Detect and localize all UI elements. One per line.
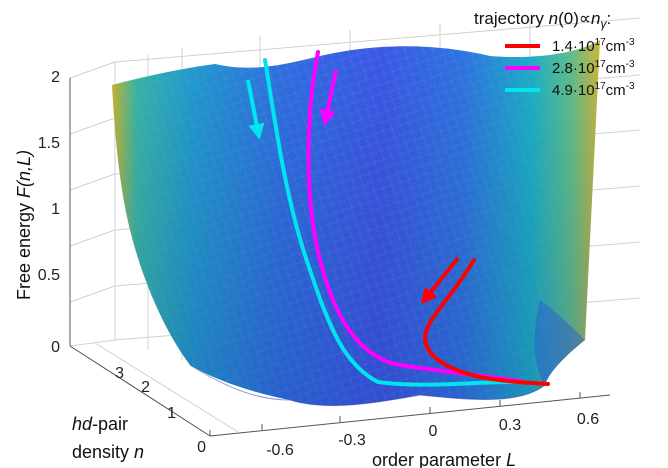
trajectory-cyan: [263, 58, 517, 387]
y-ticks: 0 1 2 3: [115, 365, 206, 456]
energy-surface: [112, 40, 600, 407]
legend-item-cyan: 4.9·1017cm-3: [505, 81, 635, 99]
y-tick-label: 0: [197, 439, 206, 456]
z-axis-label: Free energy F(n,L): [14, 150, 34, 300]
z-tick-label: 0: [51, 339, 60, 356]
y-tick-label: 3: [115, 365, 124, 382]
legend-title: trajectory n(0)∝nγ:: [474, 9, 611, 31]
y-tick-label: 2: [141, 379, 150, 396]
arrow-magenta: [319, 69, 338, 126]
z-tick-label: 1.5: [38, 135, 60, 152]
x-tick-label: -0.3: [338, 432, 366, 449]
y-axis-label: hd-pair: [72, 414, 128, 434]
x-axis-label: order parameter L: [372, 450, 516, 468]
z-tick-label: 2: [51, 69, 60, 86]
legend-label-red: 1.4·1017cm-3: [552, 37, 635, 55]
x-tick-label: 0.6: [577, 411, 599, 428]
legend: trajectory n(0)∝nγ: 1.4·1017cm-3 2.8·101…: [474, 9, 635, 99]
y-tick-label: 1: [167, 405, 176, 422]
y-axis-label-line2: density n: [72, 442, 144, 462]
legend-item-red: 1.4·1017cm-3: [505, 37, 635, 55]
legend-label-magenta: 2.8·1017cm-3: [552, 59, 635, 77]
legend-item-magenta: 2.8·1017cm-3: [505, 59, 635, 77]
axes: [69, 78, 611, 437]
trajectory-red: [422, 258, 550, 386]
legend-label-cyan: 4.9·1017cm-3: [552, 81, 635, 99]
x-ticks: -0.6 -0.3 0 0.3 0.6: [266, 411, 599, 459]
trajectories: [246, 50, 550, 387]
x-tick-label: 0: [429, 423, 438, 440]
arrow-red: [421, 256, 460, 305]
z-tick-label: 0.5: [38, 267, 60, 284]
z-tick-label: 1: [51, 201, 60, 218]
z-ticks: 0 0.5 1 1.5 2: [38, 69, 60, 356]
x-tick-label: 0.3: [499, 417, 521, 434]
x-tick-label: -0.6: [266, 442, 294, 459]
trajectory-magenta: [306, 50, 522, 383]
arrow-cyan: [246, 79, 265, 140]
